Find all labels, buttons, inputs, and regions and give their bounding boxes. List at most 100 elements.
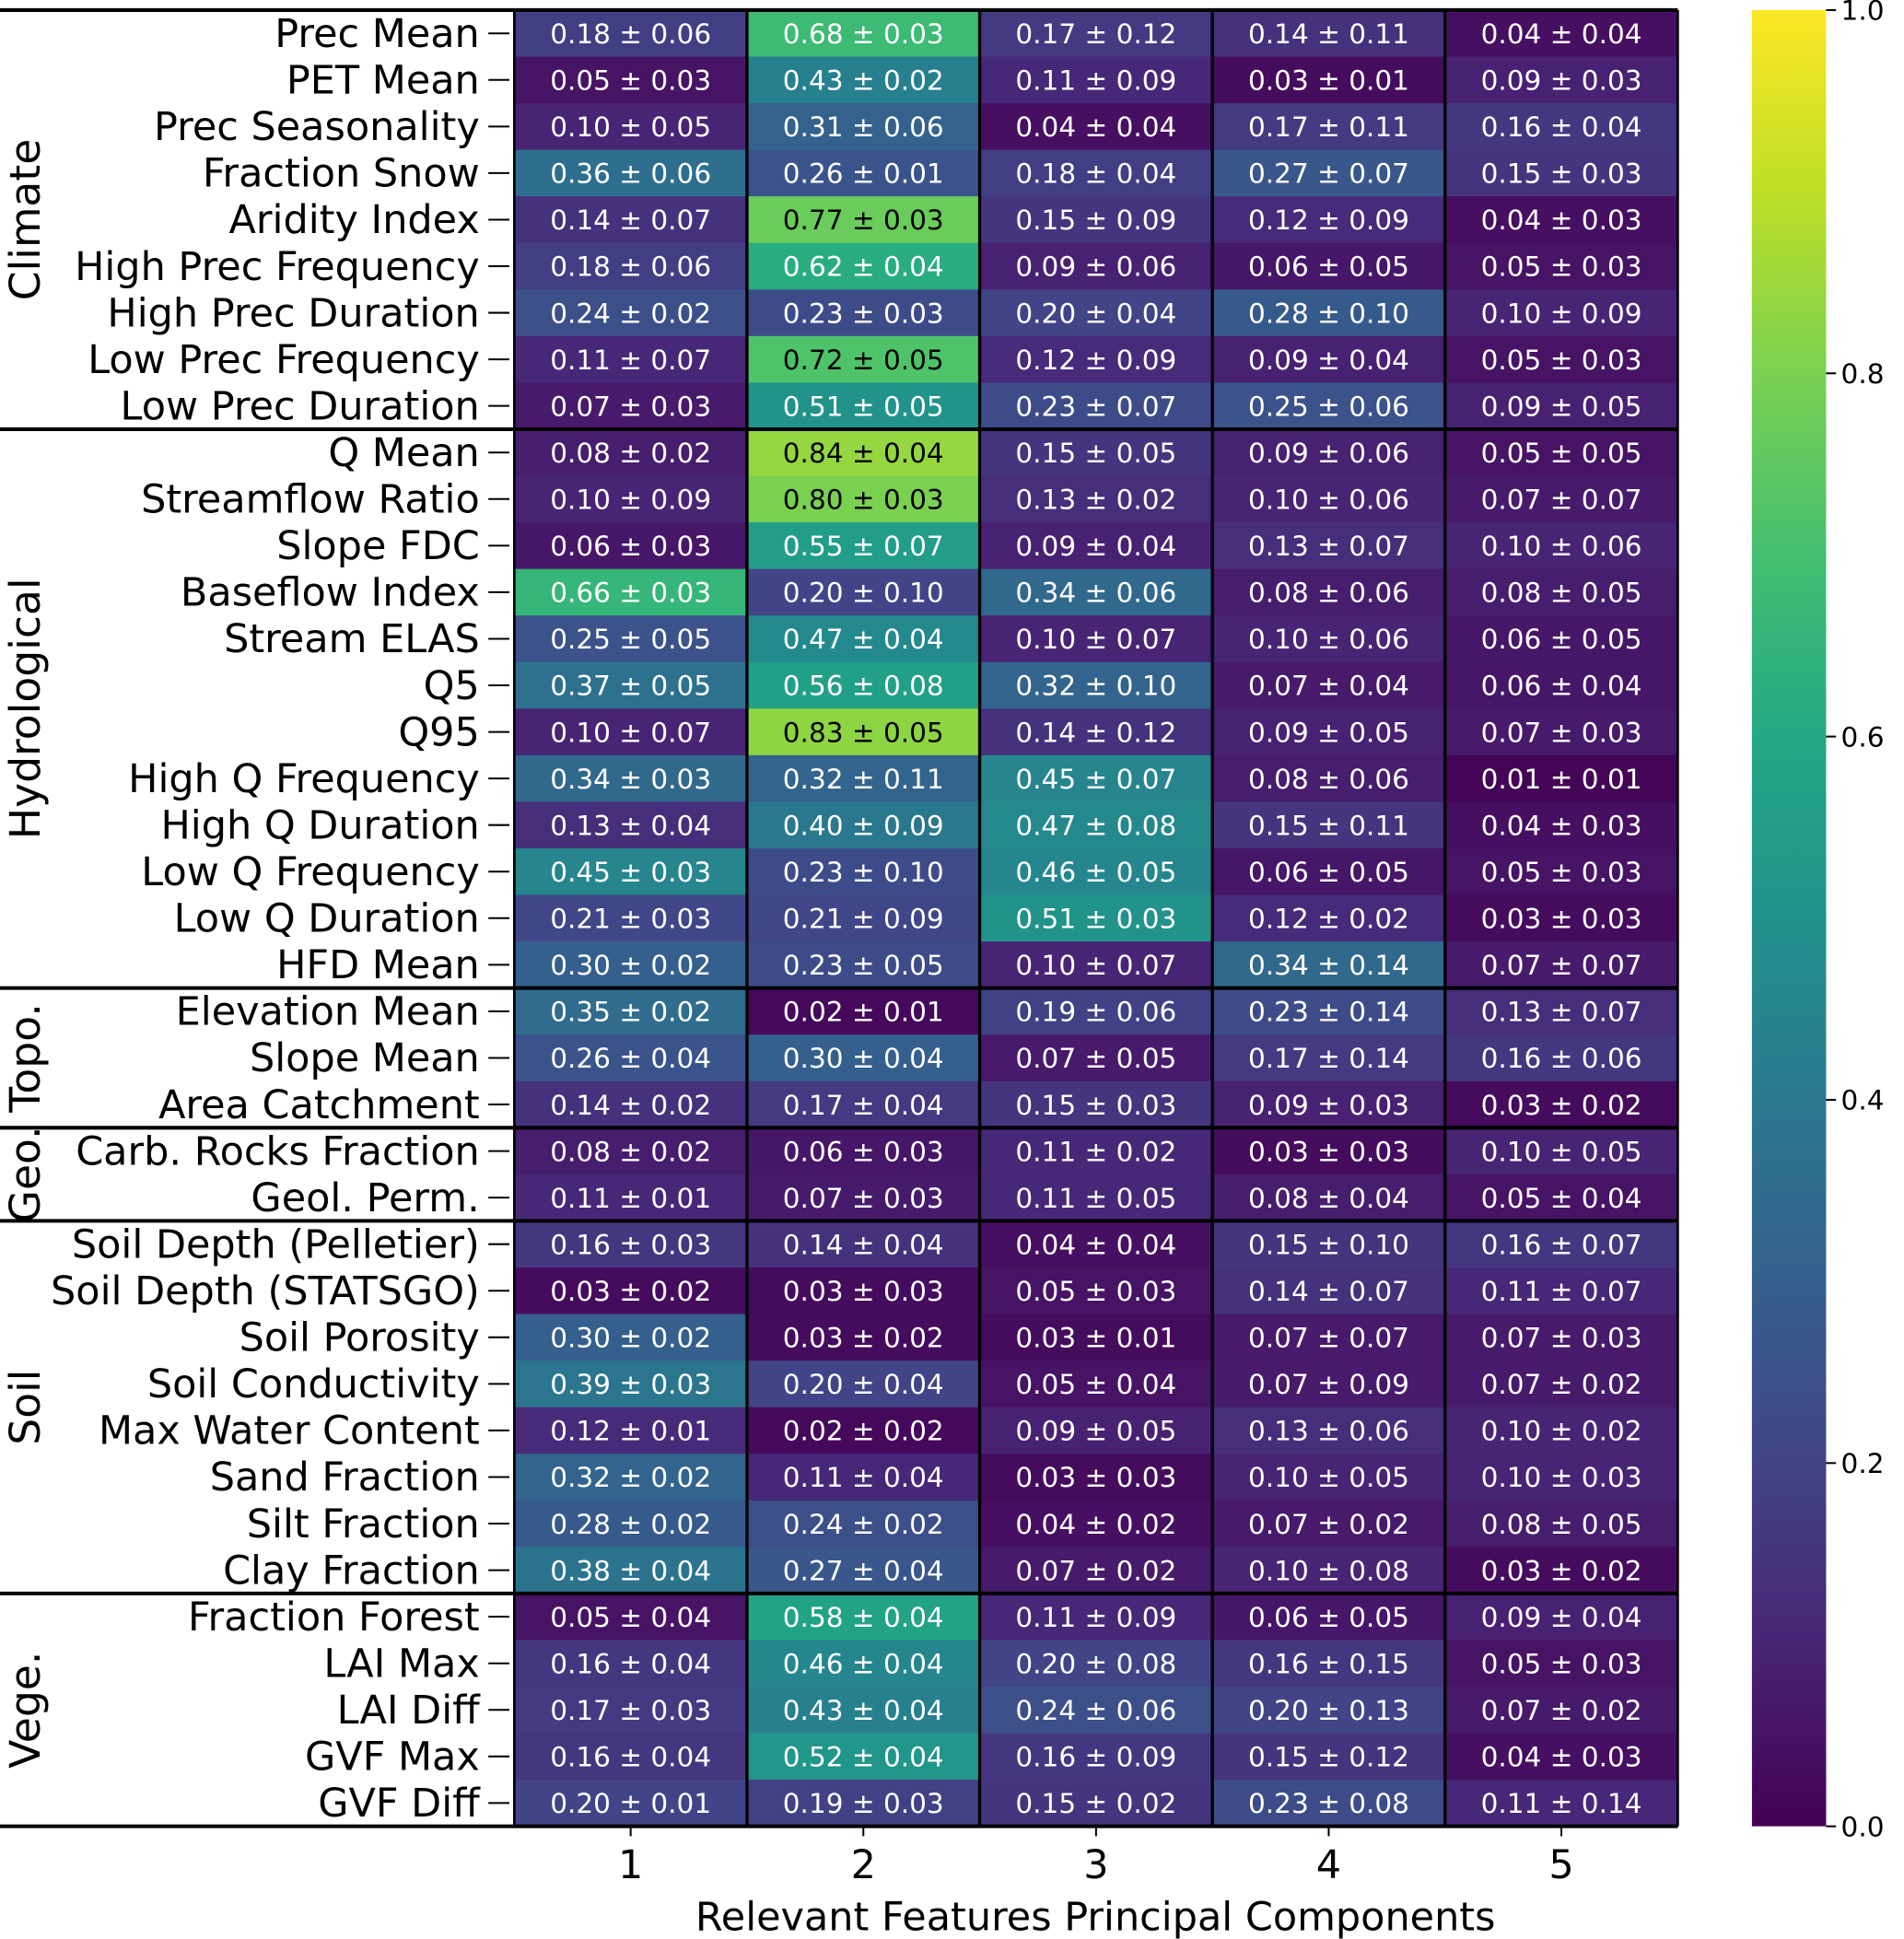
cell-value-label: 0.08 ± 0.06 <box>1248 764 1409 795</box>
heatmap-cell <box>979 708 1213 756</box>
row-label: Prec Mean <box>275 11 480 57</box>
cell-value-label: 0.07 ± 0.03 <box>550 391 711 422</box>
heatmap-cell <box>979 1500 1213 1548</box>
heatmap-cell <box>514 847 748 896</box>
cell-value-label: 0.06 ± 0.05 <box>1248 251 1409 283</box>
row-label: Clay Fraction <box>223 1548 480 1594</box>
heatmap-cell <box>979 1267 1213 1315</box>
heatmap-cell <box>979 1174 1213 1222</box>
cell-value-label: 0.13 ± 0.04 <box>550 810 711 841</box>
heatmap-cell <box>1444 568 1679 616</box>
heatmap-cell <box>1444 9 1679 58</box>
heatmap-cell <box>979 661 1213 709</box>
row-label: Baseflow Index <box>181 570 480 616</box>
heatmap-cell <box>979 1127 1213 1175</box>
heatmap-cell <box>514 382 748 430</box>
cell-value-label: 0.28 ± 0.10 <box>1248 298 1409 329</box>
cell-value-label: 0.12 ± 0.02 <box>1248 904 1409 935</box>
cell-value-label: 0.15 ± 0.02 <box>1015 1788 1176 1819</box>
heatmap-cell <box>979 56 1213 104</box>
row-label: PET Mean <box>286 58 480 104</box>
cell-value-label: 0.11 ± 0.09 <box>1015 65 1176 97</box>
cell-value-label: 0.45 ± 0.03 <box>550 857 711 888</box>
row-label: Carb. Rocks Fraction <box>76 1128 480 1174</box>
cell-value-label: 0.20 ± 0.01 <box>550 1788 711 1819</box>
cell-value-label: 0.09 ± 0.04 <box>1015 531 1176 562</box>
cell-value-label: 0.18 ± 0.06 <box>550 251 711 283</box>
heatmap-cell <box>1444 1267 1679 1315</box>
heatmap-cell <box>746 289 981 337</box>
heatmap-cell <box>746 103 981 151</box>
heatmap-cell <box>746 1780 981 1828</box>
cell-value-label: 0.11 ± 0.01 <box>550 1183 711 1214</box>
heatmap-cell <box>746 615 981 663</box>
heatmap-cell <box>1444 941 1679 989</box>
row-label: Aridity Index <box>229 197 480 243</box>
cell-value-label: 0.03 ± 0.01 <box>1248 65 1409 97</box>
heatmap-cell <box>746 335 981 384</box>
heatmap-cell <box>1444 289 1679 337</box>
heatmap-cell <box>514 661 748 709</box>
x-tick-label: 1 <box>618 1842 643 1888</box>
cell-value-label: 0.03 ± 0.03 <box>1248 1136 1409 1167</box>
cell-value-label: 0.03 ± 0.02 <box>550 1276 711 1307</box>
row-label: Fraction Snow <box>203 151 480 197</box>
heatmap-cell <box>979 941 1213 989</box>
heatmap-cell <box>746 1500 981 1548</box>
cell-value-label: 0.34 ± 0.14 <box>1248 950 1409 981</box>
cell-value-label: 0.16 ± 0.04 <box>550 1648 711 1679</box>
cell-value-label: 0.20 ± 0.08 <box>1015 1648 1176 1679</box>
heatmap-cell <box>1212 522 1446 570</box>
heatmap-cell <box>1444 522 1679 570</box>
cell-value-label: 0.28 ± 0.02 <box>550 1509 711 1540</box>
heatmap-cell <box>1212 894 1446 942</box>
cell-value-label: 0.24 ± 0.02 <box>550 298 711 329</box>
row-label: Q Mean <box>328 430 479 476</box>
cell-value-label: 0.10 ± 0.07 <box>550 717 711 748</box>
heatmap-cell <box>746 1080 981 1128</box>
cell-value-label: 0.30 ± 0.04 <box>783 1043 944 1074</box>
heatmap-cell <box>1444 1500 1679 1548</box>
cell-value-label: 0.10 ± 0.03 <box>1481 1462 1642 1493</box>
heatmap-cell <box>1444 1640 1679 1688</box>
heatmap-cell <box>979 149 1213 197</box>
colorbar-tick-label: 0.4 <box>1841 1085 1885 1116</box>
heatmap-cell <box>979 9 1213 58</box>
cell-value-label: 0.03 ± 0.03 <box>1481 904 1642 935</box>
cell-value-label: 0.52 ± 0.04 <box>783 1742 944 1773</box>
cell-value-label: 0.09 ± 0.05 <box>1481 391 1642 422</box>
cell-value-label: 0.14 ± 0.02 <box>550 1090 711 1121</box>
cell-value-label: 0.04 ± 0.04 <box>1481 18 1642 50</box>
heatmap-cell <box>1444 708 1679 756</box>
cell-value-label: 0.66 ± 0.03 <box>550 578 711 609</box>
cell-value-label: 0.17 ± 0.03 <box>550 1695 711 1726</box>
heatmap-cell <box>514 1127 748 1175</box>
heatmap-cell <box>1212 1593 1446 1641</box>
colorbar-tick-label: 0.8 <box>1841 358 1885 390</box>
heatmap-cell <box>979 475 1213 523</box>
cell-value-label: 0.03 ± 0.02 <box>1481 1090 1642 1121</box>
cell-value-label: 0.47 ± 0.08 <box>1015 810 1176 841</box>
heatmap-cell <box>1212 661 1446 709</box>
heatmap-cell <box>1212 987 1446 1035</box>
row-label: Low Prec Frequency <box>88 337 480 383</box>
heatmap-cell <box>514 1454 748 1501</box>
heatmap-cell <box>979 1686 1213 1735</box>
cell-value-label: 0.25 ± 0.05 <box>550 624 711 655</box>
colorbar: 0.0 0.2 0.4 0.6 0.8 1.0 <box>1751 0 1885 1842</box>
cell-value-label: 0.58 ± 0.04 <box>783 1602 944 1633</box>
heatmap-cell <box>979 1733 1213 1781</box>
heatmap-cell <box>514 242 748 290</box>
cell-value-label: 0.10 ± 0.07 <box>1015 950 1176 981</box>
row-label: Slope Mean <box>250 1035 480 1081</box>
cell-value-label: 0.07 ± 0.07 <box>1481 485 1642 516</box>
cell-value-label: 0.01 ± 0.01 <box>1481 764 1642 795</box>
cell-value-label: 0.08 ± 0.02 <box>550 438 711 469</box>
heatmap-cell <box>746 56 981 104</box>
heatmap-cell <box>746 522 981 570</box>
row-label: LAI Max <box>323 1641 479 1687</box>
heatmap-cell <box>979 1034 1213 1082</box>
cell-value-label: 0.06 ± 0.03 <box>550 531 711 562</box>
heatmap-cell <box>514 1547 748 1594</box>
cell-value-label: 0.03 ± 0.03 <box>1015 1462 1176 1493</box>
